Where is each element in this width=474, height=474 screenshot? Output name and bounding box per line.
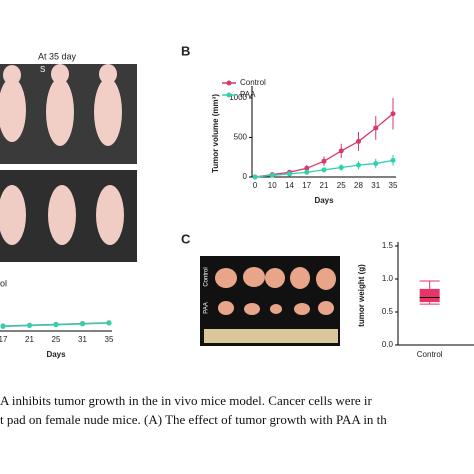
- mice-top: [0, 64, 122, 146]
- x-tick-label: 10: [268, 181, 277, 190]
- legend-swatch: [226, 80, 232, 86]
- box: [419, 288, 440, 303]
- caption-line: t pad on female nude mice. (A) The effec…: [0, 412, 387, 427]
- legend-label: Control: [240, 78, 266, 87]
- y-axis-label: tumor weight (g): [357, 264, 366, 327]
- ruler: [204, 329, 338, 343]
- point: [106, 320, 112, 326]
- point: [356, 162, 361, 168]
- point: [321, 167, 327, 173]
- tumor-row-label: PAA: [204, 302, 210, 314]
- x-tick-label: 17: [0, 335, 8, 344]
- x-tick-label: 25: [337, 181, 346, 190]
- y-tick-label: 1.0: [382, 274, 394, 283]
- point: [390, 157, 396, 163]
- point: [373, 161, 379, 167]
- point: [338, 148, 344, 154]
- x-tick-label: 17: [302, 181, 311, 190]
- photo-title: At 35 day: [38, 51, 77, 61]
- point: [321, 158, 327, 164]
- panel-label: B: [181, 43, 190, 58]
- point: [373, 125, 379, 131]
- photo-mark: S: [40, 65, 45, 74]
- x-tick-label: 35: [105, 335, 114, 344]
- y-tick-label: 500: [234, 133, 248, 142]
- x-tick-label: 14: [285, 181, 294, 190]
- point: [304, 169, 310, 175]
- point: [53, 322, 59, 328]
- y-tick-label: 0: [243, 172, 248, 181]
- point: [252, 174, 258, 180]
- x-axis-label: Days: [46, 350, 66, 359]
- x-tick-label: 25: [52, 335, 61, 344]
- y-tick-label: 0.5: [382, 307, 394, 316]
- x-tick-label: 31: [78, 335, 87, 344]
- x-tick-label: Control: [417, 350, 443, 359]
- point: [304, 165, 310, 171]
- x-tick-label: 21: [320, 181, 329, 190]
- x-axis-label: Days: [314, 196, 334, 205]
- point: [80, 321, 85, 327]
- y-tick-label: 1000: [229, 93, 247, 102]
- x-tick-label: 28: [354, 181, 363, 190]
- point: [269, 172, 275, 178]
- y-axis-label: Tumor volume (mm³): [211, 94, 220, 173]
- mice-bottom: [0, 185, 124, 245]
- legend-label: PAA: [240, 90, 256, 99]
- caption-line: A inhibits tumor growth in the in vivo m…: [0, 393, 373, 408]
- tumor-row-label: Control: [204, 267, 210, 286]
- cut-legend: ol: [0, 278, 7, 288]
- point: [338, 165, 344, 171]
- point: [0, 323, 6, 329]
- point: [27, 323, 32, 329]
- x-tick-label: 0: [253, 181, 258, 190]
- y-tick-label: 1.5: [382, 241, 394, 250]
- x-tick-label: 21: [25, 335, 34, 344]
- panel-label: C: [181, 231, 191, 246]
- x-tick-label: 35: [389, 181, 398, 190]
- tumors: [215, 267, 336, 315]
- y-tick-label: 0.0: [382, 340, 394, 349]
- legend-swatch: [226, 92, 232, 98]
- point: [287, 171, 292, 177]
- x-tick-label: 31: [371, 181, 380, 190]
- point: [356, 138, 361, 144]
- point: [390, 111, 396, 117]
